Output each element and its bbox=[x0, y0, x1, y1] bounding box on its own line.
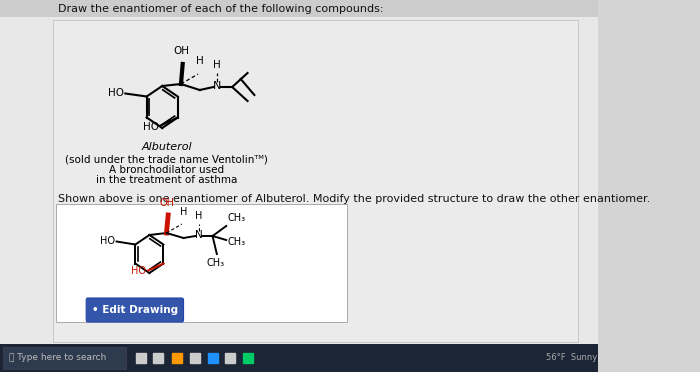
Text: H: H bbox=[213, 60, 220, 70]
Text: CH₃: CH₃ bbox=[228, 213, 246, 223]
Text: HO: HO bbox=[132, 266, 146, 276]
Text: Shown above is one enantiomer of Albuterol. Modify the provided structure to dra: Shown above is one enantiomer of Albuter… bbox=[58, 194, 650, 204]
Text: H: H bbox=[195, 211, 202, 221]
Text: OH: OH bbox=[160, 198, 175, 208]
Text: A bronchodilator used: A bronchodilator used bbox=[109, 165, 224, 175]
Bar bbox=[3, 347, 126, 369]
Text: (sold under the trade name Ventolinᵀᴹ): (sold under the trade name Ventolinᵀᴹ) bbox=[65, 154, 268, 164]
FancyBboxPatch shape bbox=[86, 298, 183, 322]
Text: • Edit Drawing: • Edit Drawing bbox=[92, 305, 178, 315]
Text: N: N bbox=[195, 230, 203, 240]
Text: H: H bbox=[180, 207, 187, 217]
Text: OH: OH bbox=[174, 46, 190, 56]
Text: HO: HO bbox=[108, 87, 124, 97]
Text: 56°F  Sunny: 56°F Sunny bbox=[546, 353, 598, 362]
Text: HO: HO bbox=[143, 122, 159, 131]
Text: CH₃: CH₃ bbox=[206, 258, 224, 268]
Text: H: H bbox=[196, 56, 204, 66]
Text: HO: HO bbox=[100, 235, 115, 246]
Bar bbox=[53, 20, 578, 342]
Bar bbox=[56, 204, 346, 322]
Bar bbox=[0, 0, 598, 17]
Text: ⌕ Type here to search: ⌕ Type here to search bbox=[8, 353, 106, 362]
Text: N: N bbox=[213, 81, 221, 91]
Text: Albuterol: Albuterol bbox=[141, 142, 192, 152]
Text: Draw the enantiomer of each of the following compounds:: Draw the enantiomer of each of the follo… bbox=[58, 4, 384, 14]
Bar bbox=[0, 344, 598, 372]
Text: CH₃: CH₃ bbox=[228, 237, 246, 247]
Text: in the treatment of asthma: in the treatment of asthma bbox=[96, 175, 237, 185]
